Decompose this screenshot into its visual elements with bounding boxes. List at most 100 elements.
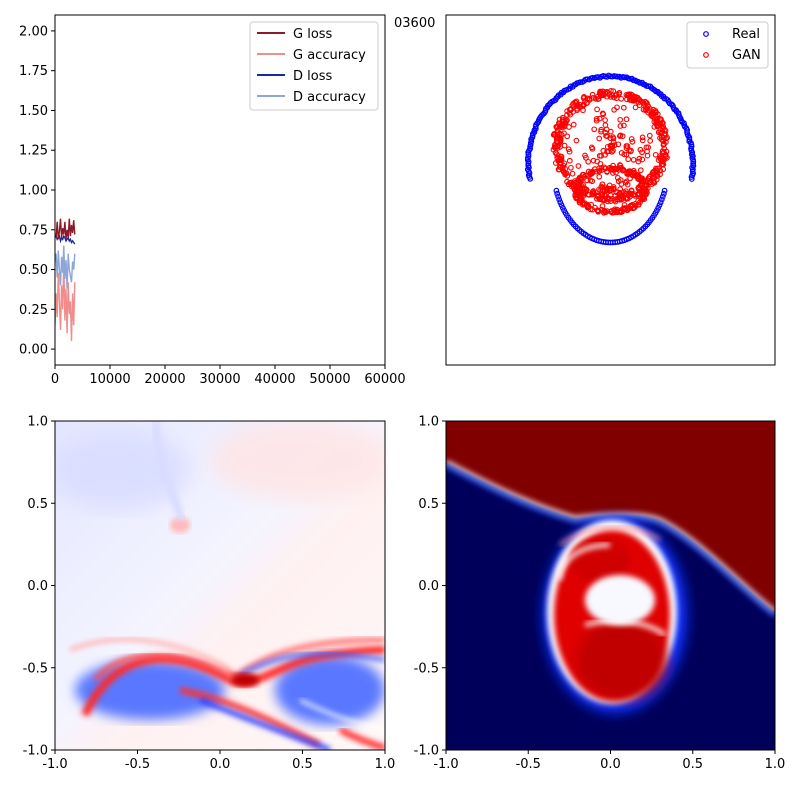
gan-point [604, 185, 611, 192]
gan-point [579, 103, 586, 109]
discriminator-heatmap-ytick-label: 0.0 [418, 579, 439, 594]
gan-point [613, 196, 620, 202]
gan-point [662, 131, 669, 138]
legend-gan-label: GAN [732, 48, 761, 63]
gan-point [662, 151, 669, 158]
generator-heatmap-ytick-label: -0.5 [23, 661, 48, 676]
gan-point [574, 187, 581, 193]
gan-point [621, 151, 628, 158]
gan-point [568, 164, 574, 171]
gan-point [602, 117, 608, 123]
gan-point [653, 167, 660, 174]
real-point [661, 187, 668, 194]
real-point [525, 155, 531, 161]
series-g-loss [55, 218, 76, 240]
generator-heatmap-ytick-label: 0.0 [27, 579, 48, 594]
gan-point [659, 148, 666, 155]
gan-point [618, 193, 625, 199]
figure-label: 03600 [394, 16, 435, 31]
gan-point [660, 142, 667, 148]
generator-heatmap-ytick-label: 0.5 [27, 497, 48, 512]
gan-point [593, 117, 600, 124]
gan-point [625, 92, 632, 99]
gan-point [628, 187, 635, 194]
discriminator-heatmap-ytick-label: 1.0 [418, 415, 439, 430]
gan-point [620, 104, 627, 111]
gan-point [595, 207, 602, 214]
series-real [524, 72, 697, 246]
gan-point [623, 143, 630, 149]
gan-point [554, 153, 561, 159]
real-point [657, 199, 664, 206]
real-point [684, 129, 690, 136]
gan-point [617, 209, 624, 215]
generator-heatmap-xtick-label: 1.0 [375, 757, 396, 772]
gan-point [589, 91, 596, 98]
gan-point [639, 134, 646, 141]
gan-point [590, 94, 596, 101]
gan-point [574, 195, 580, 201]
gan-point [623, 145, 630, 151]
gan-point [643, 187, 650, 194]
gan-point [619, 133, 626, 140]
gan-point [632, 201, 639, 207]
gan-point [603, 126, 610, 133]
curves-xtick-label: 0 [51, 372, 59, 387]
gan-point [639, 137, 646, 144]
generator-heatmap-xtick-label: 0.0 [210, 757, 231, 772]
gan-point [660, 166, 667, 173]
discriminator-heatmap-ytick-label: 0.5 [418, 497, 439, 512]
gan-point [639, 98, 645, 105]
curves-ytick-label: 1.25 [19, 144, 48, 159]
gan-point [566, 148, 573, 155]
real-point [659, 193, 666, 200]
real-point [629, 75, 635, 82]
gan-point [612, 92, 619, 99]
gan-point [628, 190, 635, 197]
gan-point [611, 142, 618, 149]
series-gan [550, 88, 670, 216]
gan-point [590, 157, 597, 164]
gan-point [616, 89, 623, 96]
gan-point [566, 157, 573, 164]
gan-point [582, 152, 588, 159]
gan-point [554, 143, 561, 150]
gan-point [603, 133, 609, 139]
gan-point [631, 204, 638, 211]
curves-ytick-label: 1.75 [19, 64, 48, 79]
gan-point [585, 158, 592, 165]
legend-gan-marker [703, 52, 709, 58]
gan-point [646, 132, 653, 139]
gan-point [647, 173, 653, 180]
gan-point [624, 170, 631, 176]
gan-point [587, 177, 594, 184]
real-point [528, 136, 535, 143]
gan-point [570, 121, 577, 128]
curves-xtick-label: 10000 [89, 372, 130, 387]
gan-point [577, 104, 583, 111]
gan-point [577, 175, 584, 182]
real-point [527, 143, 533, 150]
gan-point [618, 95, 625, 102]
legend-g-accuracy-label: G accuracy [293, 48, 366, 63]
gan-point [574, 107, 581, 113]
gan-point [609, 148, 615, 155]
gan-point [623, 116, 630, 123]
gan-point [569, 170, 576, 177]
gan-point [611, 106, 617, 113]
real-point [527, 175, 534, 182]
real-point [553, 187, 560, 194]
gan-point [664, 154, 670, 161]
gan-point [594, 158, 601, 165]
curves-ytick-label: 0.25 [19, 303, 48, 318]
gan-point [625, 156, 632, 163]
real-point [656, 202, 663, 209]
gan-point [594, 106, 600, 113]
generator-heatmap-ytick-label: 1.0 [27, 415, 48, 430]
gan-point [596, 135, 603, 142]
gan-point [594, 192, 600, 199]
legend-real-marker [703, 31, 709, 37]
gan-point [573, 137, 580, 144]
gan-point [627, 203, 634, 210]
